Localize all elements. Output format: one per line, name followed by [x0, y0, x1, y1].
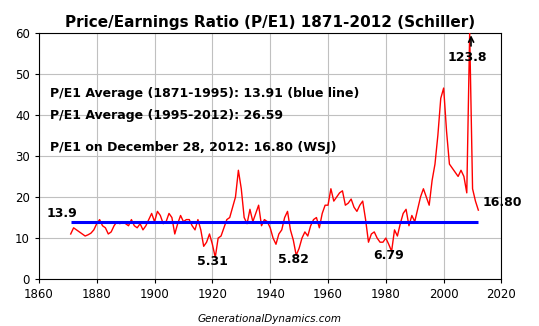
Text: P/E1 Average (1995-2012): 26.59: P/E1 Average (1995-2012): 26.59	[51, 109, 284, 122]
Text: 6.79: 6.79	[374, 249, 404, 262]
Text: 123.8: 123.8	[448, 37, 487, 64]
Text: 5.82: 5.82	[278, 253, 309, 266]
Text: 16.80: 16.80	[483, 196, 522, 209]
Text: P/E1 Average (1871-1995): 13.91 (blue line): P/E1 Average (1871-1995): 13.91 (blue li…	[51, 87, 360, 100]
Text: 13.9: 13.9	[46, 207, 77, 220]
Title: Price/Earnings Ratio (P/E1) 1871-2012 (Schiller): Price/Earnings Ratio (P/E1) 1871-2012 (S…	[65, 15, 475, 30]
Text: 5.31: 5.31	[197, 255, 228, 268]
Text: GenerationalDynamics.com: GenerationalDynamics.com	[197, 314, 342, 324]
Text: P/E1 on December 28, 2012: 16.80 (WSJ): P/E1 on December 28, 2012: 16.80 (WSJ)	[51, 141, 337, 154]
